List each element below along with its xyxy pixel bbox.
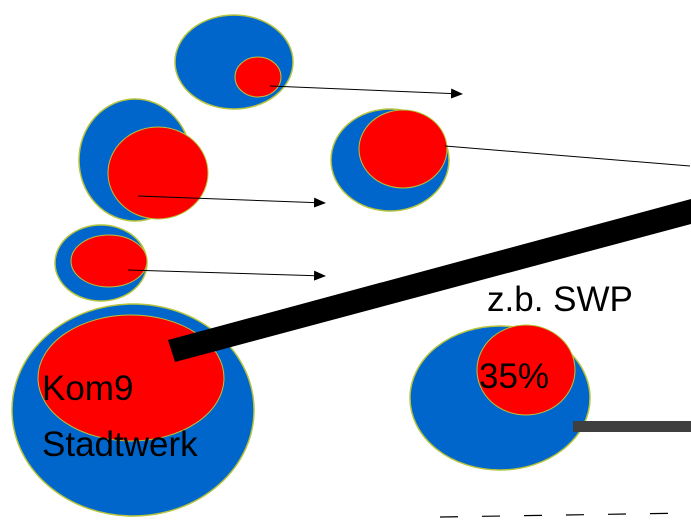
connector-line-thin <box>444 145 691 167</box>
arrow-middle-left <box>137 195 326 208</box>
arrow-lower <box>127 269 326 281</box>
medium-circle-left <box>78 98 209 222</box>
connector-line-thick <box>168 199 691 362</box>
medium-circle-center <box>330 108 450 212</box>
label-stadtwerk: Stadtwerk <box>42 425 198 464</box>
circle-swp <box>409 324 591 471</box>
small-circle-top <box>174 14 294 110</box>
label-percent: 35% <box>479 357 549 396</box>
arrow-top <box>269 85 463 99</box>
dashed-line <box>439 512 691 518</box>
label-kom9: Kom9 <box>42 369 133 408</box>
small-circle-lower <box>54 224 148 302</box>
label-swp: z.b. SWP <box>487 280 633 319</box>
connector-line-gray <box>573 421 691 432</box>
